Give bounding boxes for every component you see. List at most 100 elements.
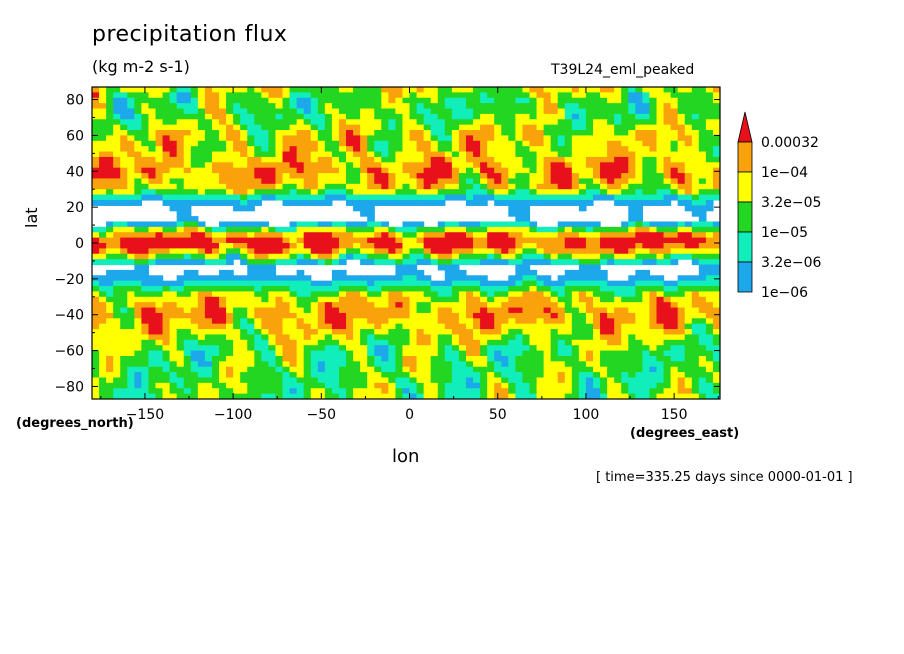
contour-cell xyxy=(134,296,142,303)
contour-cell xyxy=(268,97,277,104)
contour-cell xyxy=(197,388,206,395)
contour-cell xyxy=(240,151,248,158)
contour-cell xyxy=(254,221,262,228)
contour-cell xyxy=(127,372,135,379)
contour-cell xyxy=(614,156,622,163)
contour-cell xyxy=(148,259,157,266)
contour-cell xyxy=(656,312,665,319)
contour-cell xyxy=(607,151,615,158)
contour-cell xyxy=(127,269,135,276)
contour-cell xyxy=(522,178,531,185)
contour-cell xyxy=(671,399,679,405)
contour-cell xyxy=(219,361,227,368)
contour-cell xyxy=(106,339,114,346)
contour-cell xyxy=(367,119,375,126)
contour-cell xyxy=(197,339,206,346)
contour-cell xyxy=(585,339,594,346)
contour-cell xyxy=(564,329,573,336)
contour-cell xyxy=(536,318,545,325)
contour-cell xyxy=(155,173,164,180)
contour-cell xyxy=(592,146,601,153)
contour-cell xyxy=(585,253,594,260)
contour-cell xyxy=(614,382,622,389)
contour-cell xyxy=(451,92,460,99)
contour-cell xyxy=(388,259,397,266)
contour-cell xyxy=(508,302,516,309)
contour-cell xyxy=(141,334,150,341)
contour-cell xyxy=(106,221,114,228)
contour-cell xyxy=(409,355,418,362)
contour-cell xyxy=(226,253,234,260)
contour-cell xyxy=(127,291,135,298)
contour-cell xyxy=(155,146,164,153)
contour-cell xyxy=(585,135,594,142)
contour-cell xyxy=(480,275,488,282)
contour-cell xyxy=(642,350,651,357)
contour-cell xyxy=(536,345,545,352)
contour-cell xyxy=(338,302,347,309)
contour-cell xyxy=(324,286,333,293)
contour-cell xyxy=(233,199,241,206)
contour-cell xyxy=(536,243,545,249)
contour-cell xyxy=(296,275,305,282)
contour-cell xyxy=(578,275,587,282)
contour-cell xyxy=(367,334,375,341)
contour-cell xyxy=(437,87,446,93)
contour-cell xyxy=(402,366,411,373)
contour-cell xyxy=(233,350,241,357)
contour-cell xyxy=(303,221,312,228)
contour-cell xyxy=(197,97,206,104)
contour-cell xyxy=(437,323,446,330)
colorbar-label: 3.2e−05 xyxy=(761,195,821,211)
contour-cell xyxy=(190,269,199,276)
contour-cell xyxy=(536,199,545,206)
contour-cell xyxy=(134,103,142,110)
contour-cell xyxy=(381,382,389,389)
contour-cell xyxy=(529,194,538,201)
contour-cell xyxy=(275,124,284,131)
contour-cell xyxy=(374,135,382,142)
contour-cell xyxy=(628,345,636,352)
contour-cell xyxy=(578,286,587,293)
contour-cell xyxy=(480,323,488,330)
contour-cell xyxy=(127,232,135,239)
contour-cell xyxy=(381,275,389,282)
contour-cell xyxy=(99,237,107,244)
contour-cell xyxy=(141,302,150,309)
contour-cell xyxy=(458,189,467,196)
contour-cell xyxy=(698,199,707,206)
contour-cell xyxy=(508,205,516,212)
contour-cell xyxy=(515,210,524,217)
contour-cell xyxy=(621,221,629,228)
contour-cell xyxy=(226,183,234,190)
contour-cell xyxy=(649,140,658,147)
contour-cell xyxy=(148,194,157,201)
contour-cell xyxy=(698,124,707,131)
contour-cell xyxy=(317,350,326,357)
contour-cell xyxy=(691,173,700,180)
contour-cell xyxy=(113,130,121,137)
contour-cell xyxy=(409,259,418,266)
contour-cell xyxy=(254,199,262,206)
contour-cell xyxy=(183,119,192,126)
contour-cell xyxy=(310,366,319,373)
contour-cell xyxy=(381,296,389,303)
contour-cell xyxy=(621,135,629,142)
contour-cell xyxy=(296,312,305,319)
contour-cell xyxy=(282,280,291,287)
contour-cell xyxy=(423,226,432,233)
contour-cell xyxy=(127,355,135,362)
contour-cell xyxy=(395,108,404,115)
contour-cell xyxy=(289,334,298,341)
contour-cell xyxy=(705,237,714,244)
contour-cell xyxy=(106,243,114,249)
contour-cell xyxy=(296,194,305,201)
contour-cell xyxy=(416,173,425,180)
contour-cell xyxy=(423,302,432,309)
contour-cell xyxy=(480,156,488,163)
contour-cell xyxy=(148,248,157,255)
contour-cell xyxy=(190,286,199,293)
contour-cell xyxy=(190,237,199,244)
contour-cell xyxy=(536,275,545,282)
contour-cell xyxy=(275,291,284,298)
